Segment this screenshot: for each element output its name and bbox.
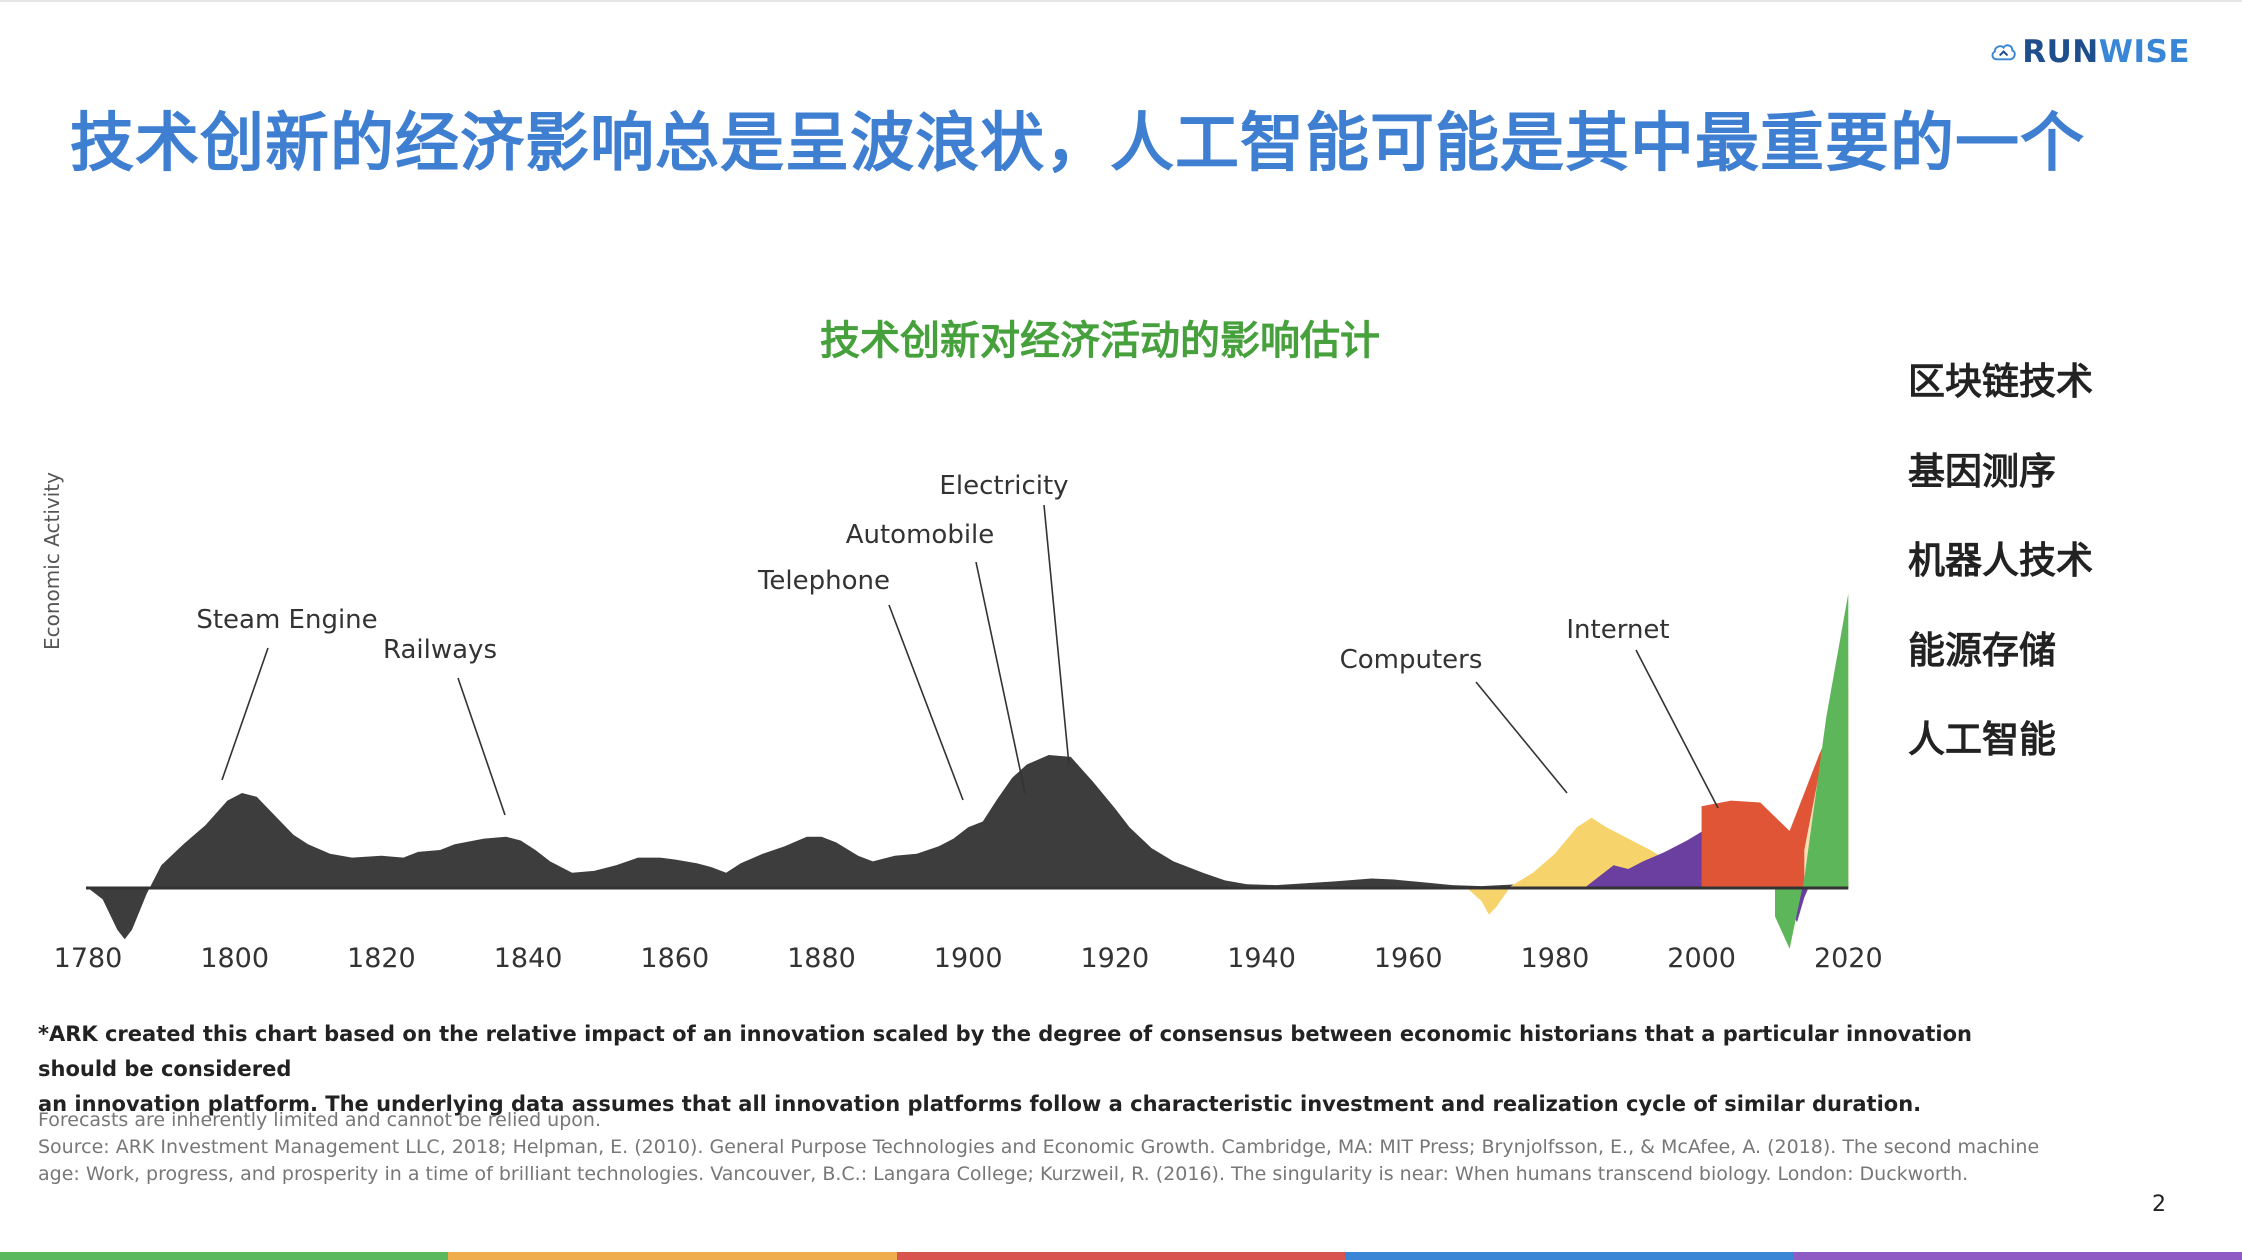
annotation-label: Telephone (757, 566, 890, 596)
x-tick-label: 1980 (1521, 943, 1590, 974)
annotation-leader-line (457, 677, 506, 816)
annotation-leader-line (1475, 681, 1568, 794)
x-tick-label: 1940 (1227, 943, 1296, 974)
legend-item-energy-storage: 能源存储 (1908, 628, 2056, 672)
series-areas (88, 593, 1849, 949)
annotation-leader-line (1043, 504, 1070, 766)
sources-line: Forecasts are inherently limited and can… (38, 1109, 601, 1131)
x-tick-label: 1820 (347, 943, 416, 974)
x-tick-label: 1800 (200, 943, 269, 974)
x-tick-label: 1880 (787, 943, 856, 974)
annotation-leader-line (1635, 649, 1719, 809)
cloud-logo-icon (1991, 44, 2016, 61)
bottom-bar-segment (1793, 1252, 2242, 1260)
annotation-label: Steam Engine (196, 605, 377, 635)
annotation-leader-line (888, 604, 964, 801)
x-tick-label: 2000 (1667, 943, 1736, 974)
bottom-bar-segment (1345, 1252, 1794, 1260)
annotation-label: Electricity (939, 471, 1068, 501)
chart-title: 技术创新对经济活动的影响估计 (820, 318, 1380, 364)
x-axis-ticks: 1780 1800 1820 1840 1860 1880 1900 1920 1940 1960… (54, 943, 1883, 974)
legend-item-robotics: 机器人技术 (1908, 539, 2093, 582)
annotation-leader-line (975, 561, 1026, 794)
top-divider (0, 0, 2242, 2)
x-tick-label: 1920 (1080, 943, 1149, 974)
chart-area: 1780 1800 1820 1840 1860 1880 1900 1920 1940 1960… (54, 471, 1883, 974)
page-number: 2 (2152, 1192, 2166, 1217)
brand-name-part1: RUN (2022, 34, 2099, 70)
x-tick-label: 1960 (1374, 943, 1443, 974)
bottom-bar-segment (896, 1252, 1346, 1260)
footnote: *ARK created this chart based on the rel… (38, 1017, 2018, 1122)
annotation-label: Railways (383, 635, 497, 665)
annotation-label: Automobile (846, 520, 995, 550)
legend: 区块链技术 基因测序 机器人技术 能源存储 人工智能 (1908, 358, 2093, 806)
annotation-leader-line (221, 647, 269, 781)
bottom-color-bar (0, 1252, 2242, 1260)
annotation-label: Computers (1340, 645, 1483, 675)
x-tick-label: 1780 (54, 943, 123, 974)
annotation-label: Internet (1566, 615, 1669, 645)
bottom-bar-segment (448, 1252, 897, 1260)
legend-item-genome: 基因测序 (1908, 449, 2056, 493)
series-area-0 (88, 755, 1849, 940)
legend-item-blockchain: 区块链技术 (1908, 360, 2093, 403)
sources-line: Source: ARK Investment Management LLC, 2… (38, 1136, 2040, 1158)
sources: Forecasts are inherently limited and can… (38, 1107, 2058, 1188)
slide-title: 技术创新的经济影响总是呈波浪状，人工智能可能是其中最重要的一个 (70, 107, 2085, 181)
x-tick-label: 2020 (1814, 943, 1883, 974)
sources-line: age: Work, progress, and prosperity in a… (38, 1163, 1969, 1185)
legend-item-ai: 人工智能 (1908, 718, 2056, 761)
brand-logo: RUNWISE (1990, 22, 2190, 82)
footnote-line: an innovation platform. The underlying d… (38, 1092, 1922, 1116)
footnote-line: *ARK created this chart based on the rel… (38, 1022, 1972, 1081)
x-tick-label: 1840 (494, 943, 563, 974)
x-tick-label: 1860 (640, 943, 709, 974)
bottom-bar-segment (0, 1252, 449, 1260)
brand-name-part2: WISE (2098, 34, 2190, 70)
x-tick-label: 1900 (934, 943, 1003, 974)
series-area-7 (1775, 593, 1849, 949)
series-area-1 (1466, 817, 1790, 915)
